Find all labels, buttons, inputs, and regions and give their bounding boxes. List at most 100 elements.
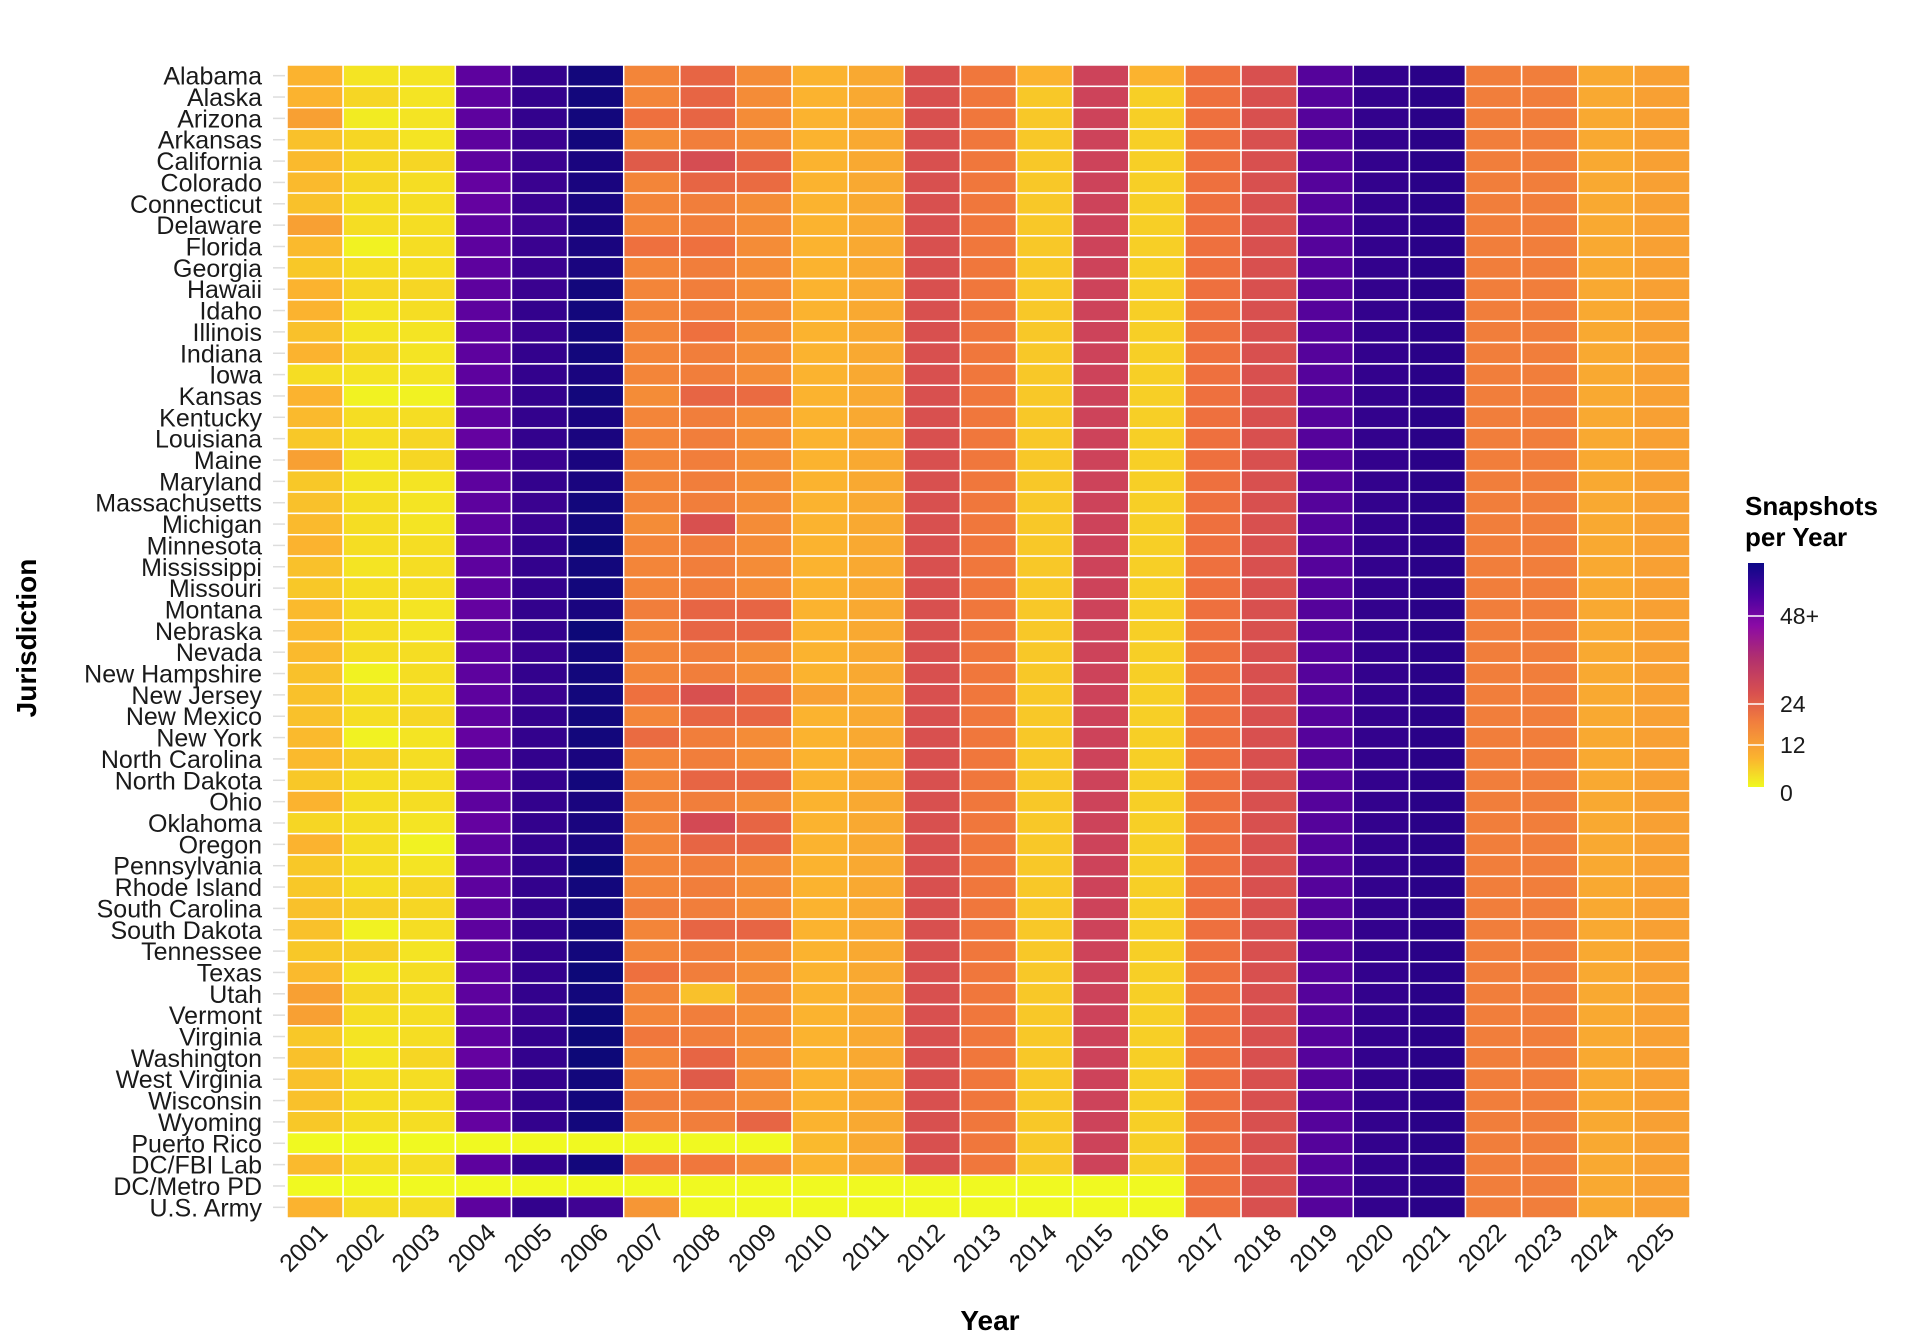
x-tick-label: 2020 (1340, 1218, 1399, 1277)
heatmap-cell (791, 491, 849, 515)
heatmap-cell (1128, 171, 1186, 194)
heatmap-cell (959, 128, 1018, 152)
heatmap-cell (454, 1046, 513, 1070)
heatmap-cell (1296, 448, 1355, 472)
heatmap-cell (1352, 854, 1411, 878)
heatmap-cell (1352, 1046, 1411, 1070)
heatmap-cell (510, 619, 569, 643)
heatmap-cell (1184, 320, 1242, 344)
heatmap-cell (1128, 448, 1186, 472)
heatmap-cell (1071, 341, 1130, 365)
heatmap-cell (398, 469, 457, 493)
heatmap-cell (1520, 277, 1579, 301)
y-tick-label: Maine (194, 447, 262, 475)
heatmap-cell (1464, 192, 1523, 216)
y-tick-label: West Virginia (116, 1066, 262, 1094)
heatmap-cell (1015, 171, 1074, 194)
heatmap-cell (1240, 662, 1298, 685)
heatmap-cell (847, 1003, 906, 1027)
heatmap-cell (1408, 1046, 1467, 1070)
heatmap-cell (735, 448, 793, 472)
heatmap-cell (1240, 832, 1298, 856)
heatmap-cell (1352, 896, 1411, 920)
heatmap-cell (1408, 533, 1467, 557)
heatmap-cell (1015, 128, 1074, 152)
heatmap-cell (622, 1003, 681, 1027)
heatmap-cell (847, 1067, 906, 1091)
heatmap-cell (398, 192, 457, 216)
heatmap-cell (1184, 469, 1242, 493)
heatmap-cell (1352, 533, 1411, 557)
heatmap-cell (566, 469, 625, 493)
heatmap-cell (1352, 768, 1411, 792)
heatmap-cell (679, 448, 737, 472)
heatmap-cell (454, 427, 513, 451)
heatmap-cell (1240, 256, 1298, 280)
heatmap-cell (1296, 576, 1355, 600)
heatmap-cell (342, 512, 400, 536)
heatmap-cell (903, 619, 962, 643)
heatmap-cell (1015, 341, 1074, 365)
heatmap-cell (903, 1003, 962, 1027)
heatmap-cell (286, 85, 344, 109)
heatmap-cell (566, 683, 625, 707)
y-tick-label: New York (156, 725, 262, 753)
heatmap-cell (1296, 213, 1355, 237)
heatmap-cell (398, 427, 457, 451)
heatmap-cell (398, 768, 457, 792)
heatmap-cell (398, 64, 457, 88)
heatmap-cell (791, 1025, 849, 1048)
heatmap-cell (622, 448, 681, 472)
heatmap-cell (398, 363, 457, 387)
heatmap-cell (1464, 299, 1523, 322)
heatmap-cell (1071, 726, 1130, 750)
heatmap-cell (622, 427, 681, 451)
heatmap-cell (1577, 469, 1635, 493)
heatmap-cell (566, 277, 625, 301)
heatmap-cell (1464, 875, 1523, 899)
heatmap-cell (342, 1046, 400, 1070)
heatmap-cell (566, 1025, 625, 1048)
heatmap-cell (847, 619, 906, 643)
heatmap-cell (959, 341, 1018, 365)
heatmap-cell (903, 256, 962, 280)
heatmap-cell (1464, 149, 1523, 173)
heatmap-cell (1240, 640, 1298, 664)
heatmap-cell (398, 832, 457, 856)
heatmap-cell (679, 662, 737, 685)
heatmap-cell (342, 1110, 400, 1134)
heatmap-cell (454, 171, 513, 194)
heatmap-cell (679, 341, 737, 365)
heatmap-cell (847, 277, 906, 301)
heatmap-cell (1240, 1110, 1298, 1134)
heatmap-cell (735, 1089, 793, 1112)
heatmap-cell (1633, 299, 1691, 322)
heatmap-cell (1464, 1110, 1523, 1134)
heatmap-cell (1128, 213, 1186, 237)
heatmap-cell (342, 85, 400, 109)
heatmap-cell (1015, 64, 1074, 88)
heatmap-cell (1577, 598, 1635, 621)
heatmap-cell (342, 1025, 400, 1048)
heatmap-cell (959, 982, 1018, 1006)
heatmap-cell (903, 768, 962, 792)
heatmap-cell (1577, 1131, 1635, 1155)
heatmap-cell (1128, 1089, 1186, 1112)
heatmap-cell (1408, 790, 1467, 814)
heatmap-cell (510, 341, 569, 365)
heatmap-cell (286, 533, 344, 557)
heatmap-cell (1128, 1174, 1186, 1198)
heatmap-cell (1520, 363, 1579, 387)
heatmap-cell (1520, 598, 1579, 621)
heatmap-cell (959, 533, 1018, 557)
heatmap-cell (1352, 299, 1411, 322)
heatmap-cell (454, 1174, 513, 1198)
heatmap-cell (1520, 1025, 1579, 1048)
heatmap-cell (1015, 790, 1074, 814)
heatmap-cell (622, 704, 681, 728)
heatmap-cell (791, 1131, 849, 1155)
heatmap-cell (903, 85, 962, 109)
heatmap-cell (1240, 64, 1298, 88)
heatmap-cell (1184, 576, 1242, 600)
heatmap-cell (1296, 1110, 1355, 1134)
